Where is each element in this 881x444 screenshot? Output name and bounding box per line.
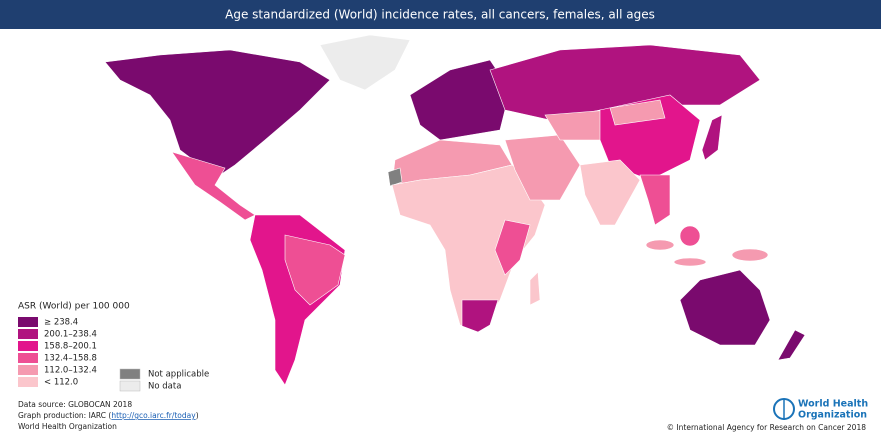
borneo <box>679 225 701 247</box>
southern-africa <box>461 299 499 333</box>
legend-label: Not applicable <box>148 370 209 380</box>
production-link[interactable]: http://gco.iarc.fr/today <box>111 411 196 420</box>
japan <box>701 114 723 161</box>
legend-label: 132.4–158.8 <box>44 354 97 364</box>
madagascar <box>529 271 541 306</box>
greenland <box>319 34 411 91</box>
who-logo: World Health Organization <box>773 398 868 421</box>
legend-swatch <box>18 341 38 351</box>
legend-label: 112.0–132.4 <box>44 366 97 376</box>
africa <box>391 164 546 331</box>
brazil <box>284 234 346 306</box>
data-source: Data source: GLOBOCAN 2018 <box>18 400 132 409</box>
legend-swatch <box>18 329 38 339</box>
mongolia <box>609 99 666 126</box>
production-suffix: ) <box>196 411 199 420</box>
legend-swatch <box>18 317 38 327</box>
legend-swatch <box>18 365 38 375</box>
who-logo-line: Organization <box>798 410 867 421</box>
who-logo-line: World Health <box>798 399 868 410</box>
graph-production: Graph production: IARC (http://gco.iarc.… <box>18 411 199 420</box>
legend-swatch <box>119 368 141 380</box>
sumatra <box>645 239 675 251</box>
legend-label: No data <box>148 382 181 392</box>
india <box>579 159 641 226</box>
legend-title: ASR (World) per 100 000 <box>18 302 130 312</box>
legend: ASR (World) per 100 000 ≥ 238.4 200.1–238… <box>18 302 209 392</box>
legend-label: ≥ 238.4 <box>44 318 78 328</box>
new-zealand <box>777 329 806 361</box>
western-sahara <box>387 167 403 187</box>
southeast-asia <box>639 174 671 226</box>
legend-swatch <box>18 377 38 387</box>
legend-label: 200.1–238.4 <box>44 330 97 340</box>
java <box>673 257 707 267</box>
australia <box>679 269 771 346</box>
east-africa <box>494 219 531 276</box>
organization: World Health Organization <box>18 422 117 431</box>
world-map <box>104 34 806 386</box>
legend-label: 158.8–200.1 <box>44 342 97 352</box>
title: Age standardized (World) incidence rates… <box>225 8 655 22</box>
title-bar <box>0 0 881 29</box>
legend-swatch <box>18 353 38 363</box>
new-guinea <box>731 248 769 262</box>
legend-label: < 112.0 <box>44 378 78 388</box>
legend-swatch <box>119 380 141 392</box>
north-america <box>104 49 331 176</box>
europe <box>409 59 511 141</box>
russia <box>489 44 761 121</box>
production-prefix: Graph production: IARC ( <box>18 411 111 420</box>
copyright: © International Agency for Research on C… <box>667 423 867 432</box>
